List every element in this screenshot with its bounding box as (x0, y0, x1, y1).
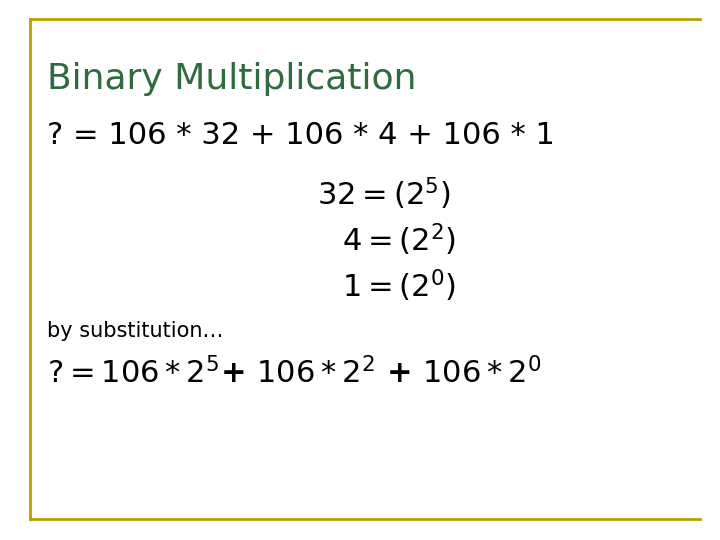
Text: $32 = (2^5)$: $32 = (2^5)$ (317, 176, 450, 212)
Text: $1 = (2^0)$: $1 = (2^0)$ (342, 267, 456, 304)
Text: $4 = (2^2)$: $4 = (2^2)$ (342, 221, 456, 258)
Text: ? = 106 * 32 + 106 * 4 + 106 * 1: ? = 106 * 32 + 106 * 4 + 106 * 1 (47, 122, 554, 151)
Text: $? = 106 * 2^5$+ $106 * 2^2$ + $106 * 2^0$: $? = 106 * 2^5$+ $106 * 2^2$ + $106 * 2^… (47, 356, 541, 389)
Text: Binary Multiplication: Binary Multiplication (47, 62, 416, 96)
Text: by substitution…: by substitution… (47, 321, 223, 341)
